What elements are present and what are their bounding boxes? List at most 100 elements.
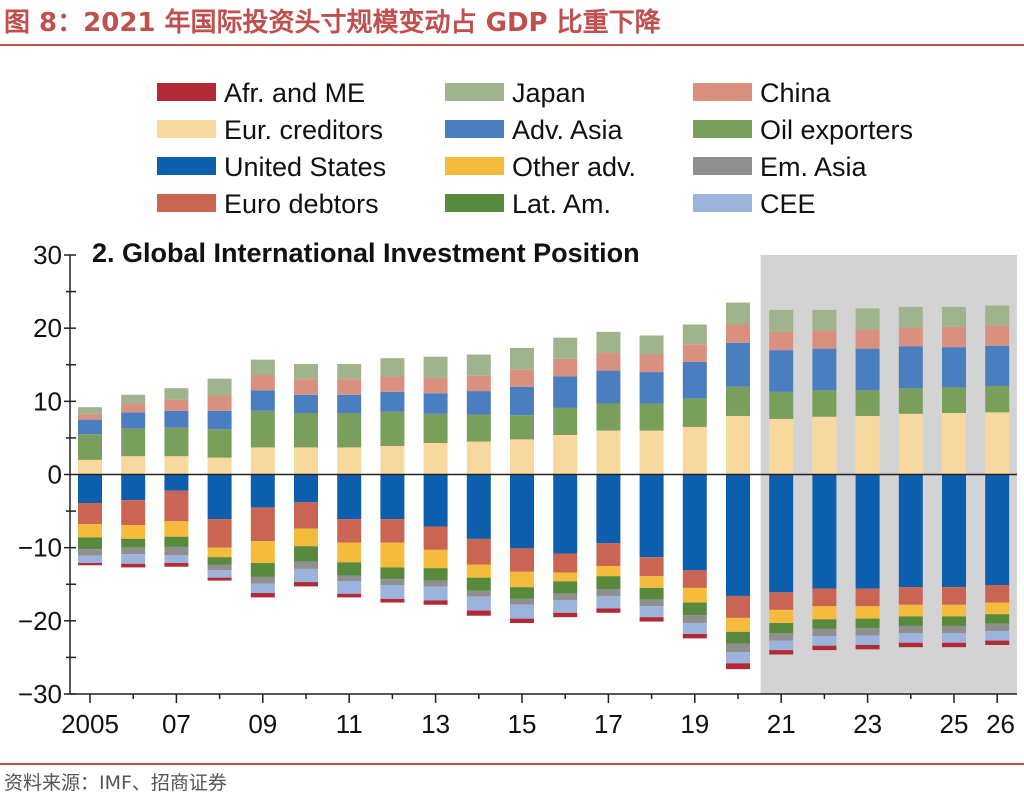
bar-segment-eur-creditors-11 (337, 447, 362, 475)
bar-segment-adv-asia-19 (682, 361, 707, 399)
bar-segment-oil-exporters-22 (812, 390, 837, 417)
legend-swatch-euro-debtors (157, 194, 216, 212)
bar-segment-japan-15 (510, 347, 534, 370)
bar-segment-oil-exporters-24 (898, 388, 923, 414)
bar-segment-japan-20 (726, 302, 750, 325)
bar-segment-euro-debtors-12 (380, 519, 405, 543)
bar-segment-afr-and-me-20 (726, 663, 750, 670)
bar-segment-oil-exporters-07 (164, 427, 189, 457)
bar-segment-oil-exporters-20 (726, 386, 750, 416)
bar-segment-eur-creditors-25 (942, 413, 966, 475)
bar-segment-adv-asia-26 (985, 345, 1010, 386)
bar-segment-united-states-15 (510, 474, 534, 549)
bar-segment-other-adv-09 (250, 541, 275, 564)
bar-segment-afr-and-me-08 (207, 577, 232, 581)
bar-segment-euro-debtors-26 (985, 584, 1010, 603)
bar-segment-united-states-19 (682, 474, 707, 571)
bar-segment-adv-asia-25 (942, 347, 966, 388)
bar-segment-united-states-24 (898, 474, 923, 588)
bar-segment-japan-25 (942, 306, 966, 327)
bar-segment-eur-creditors-20 (726, 415, 750, 475)
bar-segment-euro-debtors-19 (682, 570, 707, 588)
bar-segment-eur-creditors-13 (423, 443, 448, 475)
bar-segment-adv-asia-07 (164, 410, 189, 428)
bar-segment-oil-exporters-11 (337, 413, 362, 448)
bar-segment-china-25 (942, 326, 966, 348)
bar-segment-em-asia-07 (164, 546, 189, 555)
bar-segment-eur-creditors-21 (769, 418, 794, 475)
bar-segment-other-adv-16 (553, 572, 578, 582)
bar-segment-japan-22 (812, 309, 837, 331)
bar-segment-china-17 (596, 353, 621, 371)
bar-segment-adv-asia-17 (596, 370, 621, 404)
legend-swatch-china (693, 83, 752, 101)
bar-segment-united-states-21 (769, 474, 794, 593)
bar-segment-euro-debtors-06 (121, 500, 146, 525)
bar-segment-em-asia-12 (380, 579, 405, 585)
bar-segment-lat-am-22 (812, 619, 837, 629)
bar-segment-oil-exporters-15 (510, 415, 534, 440)
bar-segment-em-asia-08 (207, 564, 232, 571)
bar-segment-lat-am-13 (423, 568, 448, 581)
bar-segment-eur-creditors-14 (466, 441, 491, 475)
bar-segment-eur-creditors-16 (553, 434, 578, 475)
bar-segment-japan-13 (423, 356, 448, 378)
bar-segment-china-12 (380, 376, 405, 392)
bar-segment-united-states-06 (121, 474, 146, 501)
legend-swatch-japan (445, 83, 504, 101)
bar-segment-euro-debtors-2005 (78, 503, 102, 525)
chart-title: 2. Global International Investment Posit… (92, 238, 640, 268)
bar-segment-china-26 (985, 325, 1010, 346)
bar-segment-other-adv-22 (812, 606, 837, 620)
y-tick-label: 0 (48, 460, 62, 490)
bar-segment-afr-and-me-14 (466, 610, 491, 616)
bar-segment-em-asia-09 (250, 576, 275, 584)
source-note: 资料来源：IMF、招商证券 (4, 772, 227, 794)
bar-segment-lat-am-17 (596, 576, 621, 590)
bar-segment-eur-creditors-17 (596, 430, 621, 475)
bar-segment-lat-am-15 (510, 587, 534, 599)
bar-segment-em-asia-24 (898, 625, 923, 634)
bar-segment-other-adv-15 (510, 571, 534, 588)
bar-segment-em-asia-25 (942, 625, 966, 634)
bar-segment-afr-and-me-12 (380, 598, 405, 603)
bar-segment-japan-26 (985, 305, 1010, 326)
bar-segment-adv-asia-14 (466, 391, 491, 415)
legend-label-eur-creditors: Eur. creditors (224, 115, 383, 145)
bar-segment-cee-24 (898, 633, 923, 643)
investment-position-chart: Afr. and ME Japan China Eur. creditors Adv. … (18, 78, 1017, 739)
x-tick-label: 07 (162, 709, 191, 739)
bar-segment-afr-and-me-16 (553, 612, 578, 618)
x-tick-label: 13 (421, 709, 450, 739)
bar-segment-adv-asia-16 (553, 376, 578, 408)
bar-segment-other-adv-17 (596, 565, 621, 577)
bar-segment-eur-creditors-06 (121, 456, 146, 475)
bar-segment-adv-asia-11 (337, 394, 362, 414)
bar-segment-eur-creditors-08 (207, 457, 232, 475)
bar-segment-japan-2005 (78, 407, 102, 414)
legend-label-united-states: United States (224, 152, 386, 182)
bar-segment-cee-07 (164, 554, 189, 564)
bar-segment-adv-asia-20 (726, 342, 750, 387)
bar-segment-china-09 (250, 374, 275, 391)
bar-segment-other-adv-12 (380, 542, 405, 568)
legend-label-china: China (760, 78, 832, 108)
bar-segment-other-adv-14 (466, 564, 491, 578)
x-tick-label: 25 (940, 709, 969, 739)
bar-segment-japan-19 (682, 324, 707, 345)
bar-segment-china-07 (164, 399, 189, 411)
bar-segment-cee-13 (423, 586, 448, 601)
legend-label-afr-and-me: Afr. and ME (224, 78, 365, 108)
bar-segment-cee-18 (639, 606, 664, 618)
bar-segment-other-adv-13 (423, 549, 448, 569)
bar-segment-euro-debtors-24 (898, 587, 923, 605)
bar-segment-united-states-07 (164, 474, 189, 491)
bar-segment-oil-exporters-25 (942, 387, 966, 414)
bar-segment-lat-am-21 (769, 623, 794, 634)
bar-segment-united-states-17 (596, 474, 621, 544)
bar-segment-united-states-22 (812, 474, 837, 589)
bar-segment-afr-and-me-06 (121, 563, 146, 568)
bar-segment-eur-creditors-09 (250, 447, 275, 475)
bar-segment-adv-asia-21 (769, 350, 794, 392)
bar-segment-afr-and-me-19 (682, 634, 707, 639)
